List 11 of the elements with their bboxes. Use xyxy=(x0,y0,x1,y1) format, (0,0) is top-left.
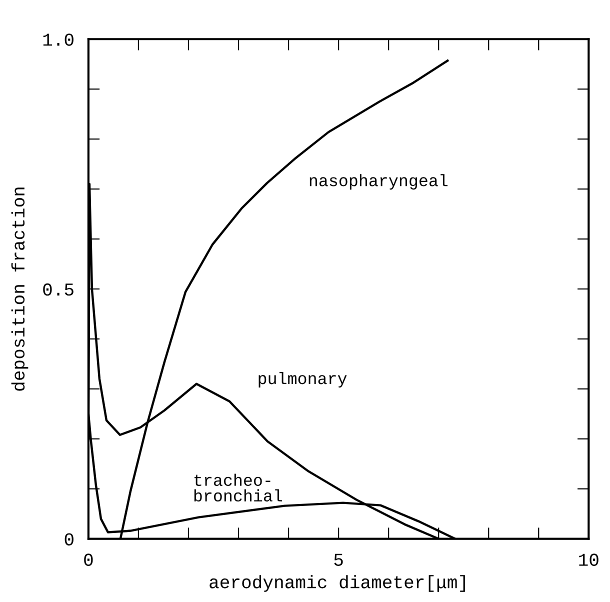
y-tick-label: 0 xyxy=(64,533,74,546)
x-tick-label: 5 xyxy=(334,554,343,566)
x-axis-title: aerodynamic diameter[μm] xyxy=(210,575,465,592)
series-label: nasopharyngeal xyxy=(310,174,448,190)
series-label: pulmonary xyxy=(258,372,347,388)
y-tick-label: 0.5 xyxy=(43,283,74,296)
x-tick-label: 0 xyxy=(84,554,93,566)
y-tick-label: 1.0 xyxy=(43,34,74,46)
series-label: tracheo- bronchial xyxy=(194,474,282,502)
y-axis-title: deposition fraction xyxy=(11,188,28,391)
x-tick-label: 10 xyxy=(579,554,598,566)
